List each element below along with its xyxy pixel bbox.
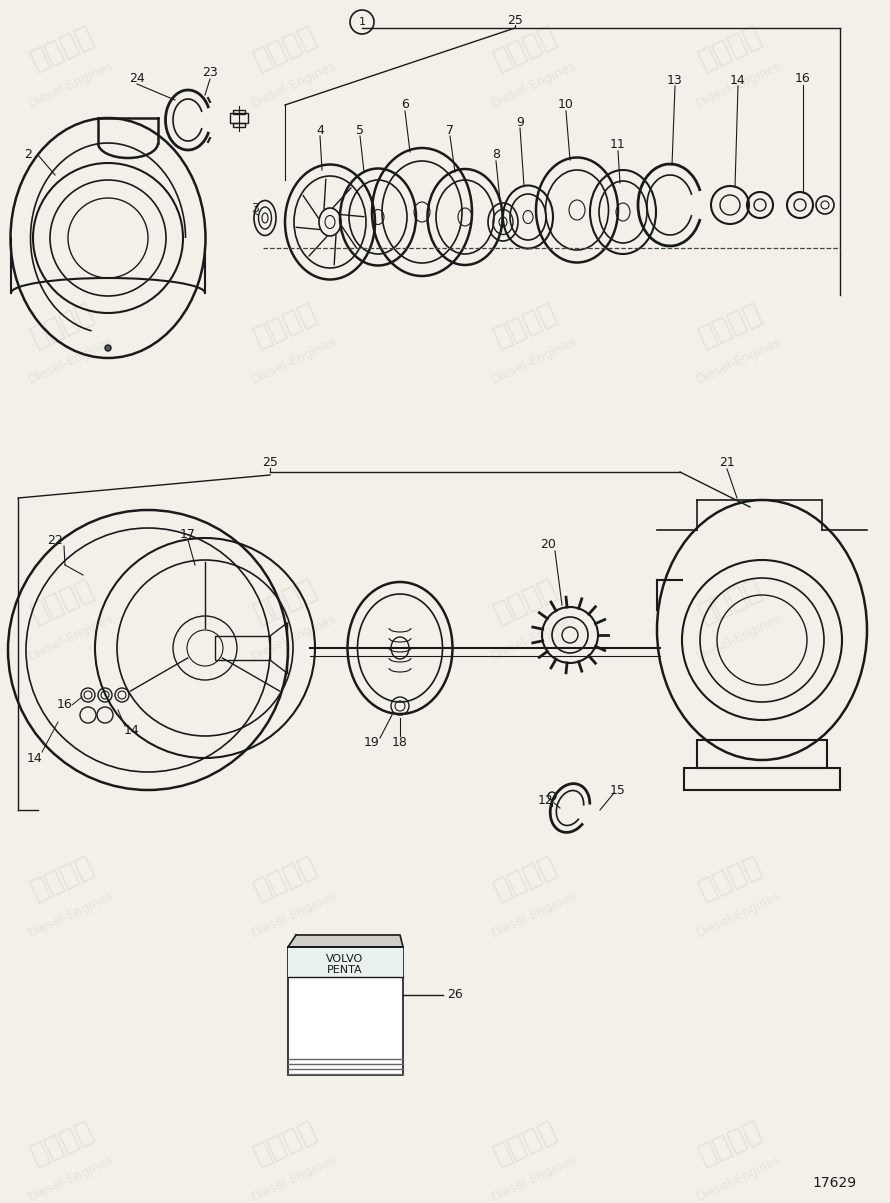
Text: 6: 6 — [401, 99, 409, 112]
Text: 12: 12 — [538, 794, 554, 806]
Text: Diesel-Engines: Diesel-Engines — [27, 889, 116, 940]
Text: 11: 11 — [611, 138, 626, 152]
Bar — [288, 947, 403, 977]
Text: 14: 14 — [730, 73, 746, 87]
Text: 25: 25 — [262, 456, 278, 468]
Text: 紫发动力: 紫发动力 — [490, 852, 562, 905]
Text: Diesel-Engines: Diesel-Engines — [249, 59, 338, 109]
Bar — [288, 947, 403, 1075]
Text: 紫发动力: 紫发动力 — [694, 22, 766, 75]
Text: 紫发动力: 紫发动力 — [27, 298, 99, 351]
Bar — [233, 123, 245, 128]
Bar — [233, 109, 245, 114]
Text: 2: 2 — [24, 148, 32, 161]
Text: 9: 9 — [516, 115, 524, 129]
Text: 17: 17 — [180, 527, 196, 540]
Text: Diesel-Engines: Diesel-Engines — [490, 612, 578, 663]
Text: 5: 5 — [356, 124, 364, 136]
Text: 19: 19 — [364, 735, 380, 748]
Bar — [684, 768, 840, 790]
Text: 紫发动力: 紫发动力 — [490, 1116, 562, 1169]
Text: 紫发动力: 紫发动力 — [249, 22, 321, 75]
Text: 3: 3 — [251, 201, 259, 214]
Text: 21: 21 — [719, 456, 735, 469]
Text: Diesel-Engines: Diesel-Engines — [27, 59, 116, 109]
Text: 16: 16 — [57, 699, 73, 711]
Text: Diesel-Engines: Diesel-Engines — [249, 1154, 338, 1203]
Text: 14: 14 — [27, 752, 43, 764]
Text: Diesel-Engines: Diesel-Engines — [694, 336, 783, 386]
Text: Diesel-Engines: Diesel-Engines — [27, 336, 116, 386]
Text: PENTA: PENTA — [328, 965, 363, 974]
Text: 紫发动力: 紫发动力 — [249, 852, 321, 905]
Text: 紫发动力: 紫发动力 — [27, 852, 99, 905]
Text: 15: 15 — [610, 783, 626, 796]
Text: 16: 16 — [795, 72, 811, 85]
Text: 25: 25 — [507, 13, 523, 26]
Text: Diesel-Engines: Diesel-Engines — [490, 336, 578, 386]
Text: 紫发动力: 紫发动力 — [694, 852, 766, 905]
Text: Diesel-Engines: Diesel-Engines — [249, 336, 338, 386]
Text: Diesel-Engines: Diesel-Engines — [694, 59, 783, 109]
Text: Diesel-Engines: Diesel-Engines — [694, 612, 783, 663]
Text: Diesel-Engines: Diesel-Engines — [490, 1154, 578, 1203]
Text: 紫发动力: 紫发动力 — [694, 575, 766, 628]
Text: 1: 1 — [359, 17, 366, 26]
Text: Diesel-Engines: Diesel-Engines — [694, 1154, 783, 1203]
Circle shape — [105, 345, 111, 351]
Text: 10: 10 — [558, 99, 574, 112]
Text: 紫发动力: 紫发动力 — [490, 22, 562, 75]
Text: 4: 4 — [316, 124, 324, 136]
Text: Diesel-Engines: Diesel-Engines — [694, 889, 783, 940]
Text: 14: 14 — [124, 723, 140, 736]
Bar — [215, 636, 270, 660]
Text: 17629: 17629 — [813, 1177, 857, 1190]
Text: 20: 20 — [540, 539, 556, 551]
Bar — [697, 740, 827, 768]
Text: 紫发动力: 紫发动力 — [27, 575, 99, 628]
Bar — [230, 113, 248, 123]
Text: 7: 7 — [446, 124, 454, 136]
Text: 紫发动力: 紫发动力 — [694, 298, 766, 351]
Text: Diesel-Engines: Diesel-Engines — [490, 889, 578, 940]
Text: 24: 24 — [129, 71, 145, 84]
Text: VOLVO: VOLVO — [327, 954, 364, 964]
Text: Diesel-Engines: Diesel-Engines — [490, 59, 578, 109]
Text: 紫发动力: 紫发动力 — [490, 575, 562, 628]
Text: 22: 22 — [47, 533, 63, 546]
Text: 紫发动力: 紫发动力 — [249, 1116, 321, 1169]
Text: Diesel-Engines: Diesel-Engines — [249, 612, 338, 663]
Text: Diesel-Engines: Diesel-Engines — [249, 889, 338, 940]
Text: Diesel-Engines: Diesel-Engines — [27, 612, 116, 663]
Polygon shape — [288, 935, 403, 947]
Text: 紫发动力: 紫发动力 — [249, 575, 321, 628]
Text: 13: 13 — [668, 73, 683, 87]
Text: 紫发动力: 紫发动力 — [490, 298, 562, 351]
Text: 8: 8 — [492, 148, 500, 161]
Text: 紫发动力: 紫发动力 — [249, 298, 321, 351]
Text: Diesel-Engines: Diesel-Engines — [27, 1154, 116, 1203]
Text: 紫发动力: 紫发动力 — [27, 22, 99, 75]
Text: 18: 18 — [392, 735, 408, 748]
Text: 23: 23 — [202, 66, 218, 79]
Text: 紫发动力: 紫发动力 — [27, 1116, 99, 1169]
Text: 26: 26 — [447, 989, 463, 1002]
Text: 紫发动力: 紫发动力 — [694, 1116, 766, 1169]
